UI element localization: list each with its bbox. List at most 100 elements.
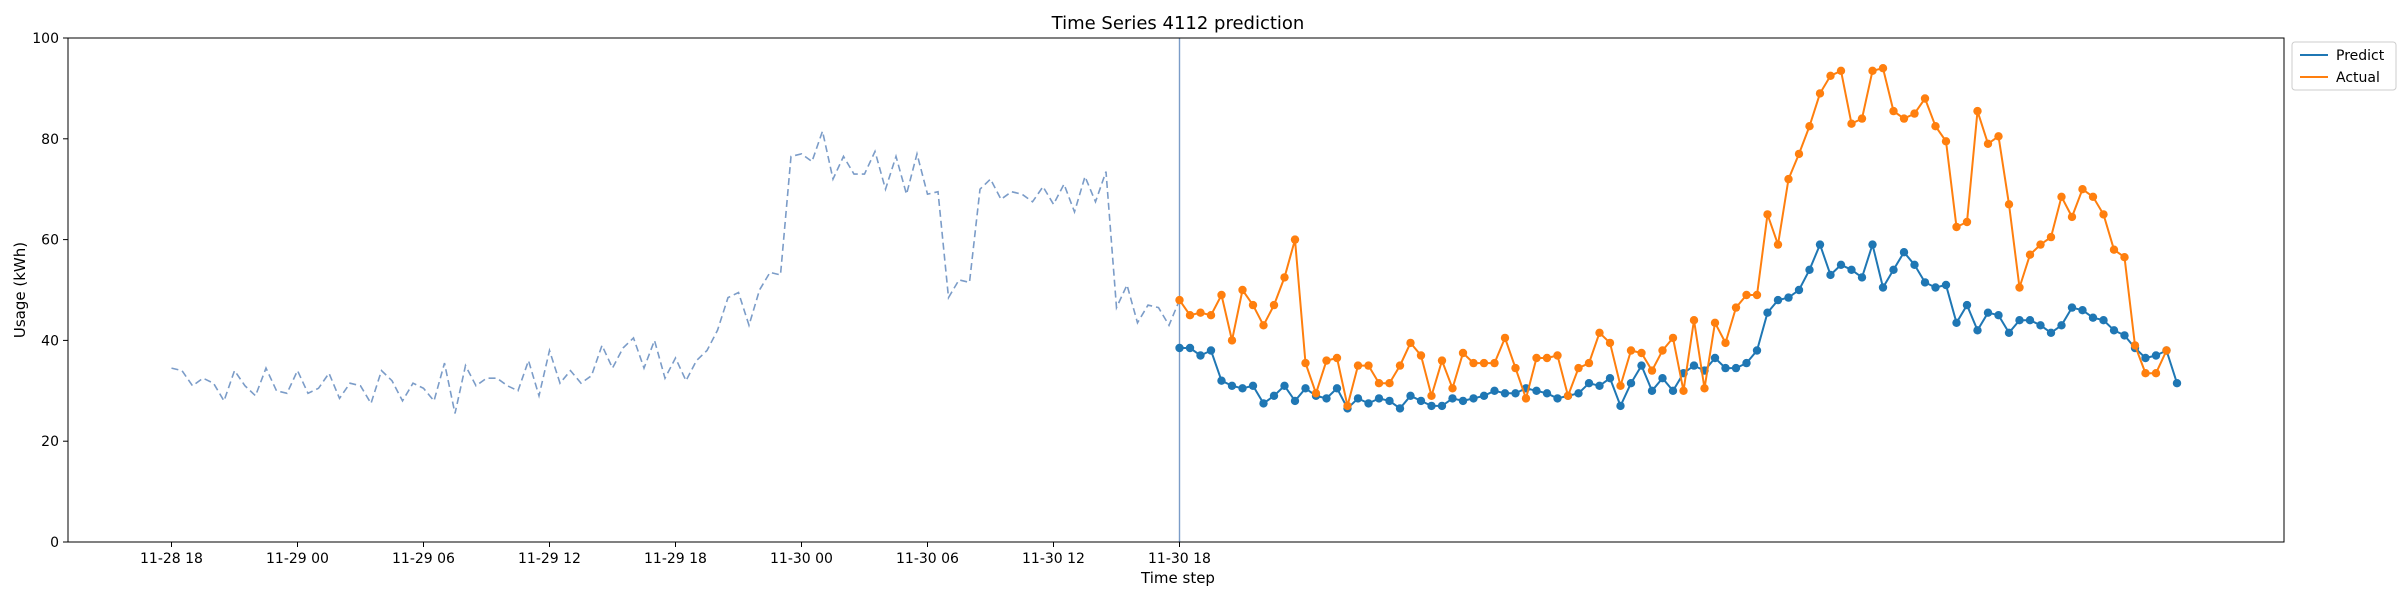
predict-point: [1416, 396, 1426, 406]
predict-point: [1532, 386, 1541, 395]
actual-point: [1794, 149, 1804, 159]
y-axis: 0 20 40 60 80 100: [32, 31, 68, 551]
predict-point: [1710, 353, 1720, 363]
actual-point: [1521, 394, 1531, 403]
predict-point: [1752, 346, 1762, 355]
actual-point: [1238, 285, 1247, 295]
predict-point: [1689, 361, 1699, 370]
predict-point: [1868, 240, 1877, 249]
actual-point: [1889, 106, 1898, 116]
actual-point: [1868, 66, 1877, 76]
predict-point: [1185, 343, 1195, 353]
actual-point: [1322, 356, 1331, 365]
predict-point: [1941, 280, 1951, 290]
x-tick-label: 11-29 06: [392, 551, 455, 567]
actual-point: [1784, 174, 1793, 184]
actual-point: [2130, 341, 2140, 350]
predict-point: [2015, 316, 2024, 325]
chart-title: Time Series 4112 prediction: [1051, 13, 1305, 34]
y-tick-label: 20: [41, 434, 59, 450]
actual-point: [2057, 192, 2066, 201]
predict-point: [1448, 394, 1457, 403]
predict-point: [2046, 328, 2056, 337]
predict-point: [1511, 389, 1520, 398]
actual-point: [1227, 336, 1237, 345]
actual-point: [1920, 94, 1930, 103]
actual-point: [1826, 71, 1835, 81]
actual-point: [1679, 386, 1688, 395]
predict-point: [1742, 358, 1751, 368]
actual-point: [1763, 210, 1772, 219]
actual-point: [1175, 295, 1184, 305]
actual-point: [2151, 369, 2161, 378]
predict-point: [1395, 404, 1405, 413]
predict-point: [1217, 376, 1226, 385]
actual-point: [1343, 401, 1352, 411]
actual-point: [1878, 63, 1888, 73]
predict-point: [1962, 300, 1972, 310]
predict-point: [2141, 353, 2150, 363]
actual-point: [1490, 358, 1499, 368]
predict-point: [1406, 391, 1415, 400]
actual-point: [1931, 122, 1940, 131]
actual-point: [1500, 333, 1510, 343]
predict-point: [1175, 343, 1184, 353]
legend-actual-label: Actual: [2336, 70, 2380, 86]
x-tick-label: 11-29 00: [266, 551, 329, 567]
actual-point: [1553, 351, 1562, 360]
predict-point: [1269, 391, 1279, 400]
actual-point: [1595, 328, 1604, 337]
actual-point: [1469, 358, 1478, 368]
actual-point: [1532, 353, 1541, 363]
actual-point: [1626, 346, 1636, 355]
actual-point: [1332, 353, 1342, 363]
predict-point: [1500, 389, 1510, 398]
actual-point: [1752, 290, 1762, 300]
predict-point: [1815, 240, 1825, 249]
actual-point: [1248, 300, 1258, 310]
actual-point: [1395, 361, 1405, 370]
actual-point: [2015, 283, 2024, 292]
actual-point: [1731, 303, 1741, 312]
actual-point: [2046, 232, 2056, 242]
predict-point: [1836, 260, 1846, 269]
x-tick-label: 11-29 18: [644, 551, 707, 567]
predict-point: [1794, 285, 1804, 295]
y-tick-label: 100: [32, 31, 59, 47]
predict-point: [1899, 248, 1909, 257]
predict-point: [1238, 384, 1247, 393]
predict-point: [1647, 386, 1657, 395]
predict-point: [2172, 379, 2182, 388]
actual-point: [2004, 200, 2014, 209]
predict-point: [1584, 379, 1594, 388]
predict-point: [1826, 270, 1835, 280]
actual-point: [2109, 245, 2119, 254]
actual-point: [1353, 361, 1363, 370]
actual-point: [1805, 122, 1814, 131]
x-tick-label: 11-30 06: [896, 551, 959, 567]
actual-point: [1689, 316, 1699, 325]
predict-point: [1385, 396, 1394, 406]
actual-point: [1448, 384, 1457, 393]
x-tick-label: 11-29 12: [518, 551, 581, 567]
actual-point: [1605, 338, 1615, 348]
predict-point: [1490, 386, 1499, 395]
actual-point: [1301, 358, 1310, 368]
predict-point: [2067, 303, 2077, 312]
actual-point: [1437, 356, 1447, 365]
predict-point: [1983, 308, 1993, 317]
actual-point: [1217, 290, 1226, 300]
actual-point: [1479, 358, 1489, 368]
predict-point: [1206, 346, 1216, 355]
y-tick-label: 60: [41, 233, 59, 249]
actual-point: [1952, 222, 1961, 232]
predict-point: [1616, 401, 1625, 411]
predict-point: [1721, 363, 1730, 373]
predict-point: [1952, 318, 1961, 327]
actual-point: [1658, 346, 1667, 355]
predict-point: [1910, 260, 1919, 269]
x-tick-label: 11-30 18: [1148, 551, 1211, 567]
actual-point: [1815, 89, 1825, 98]
predict-point: [1469, 394, 1478, 403]
